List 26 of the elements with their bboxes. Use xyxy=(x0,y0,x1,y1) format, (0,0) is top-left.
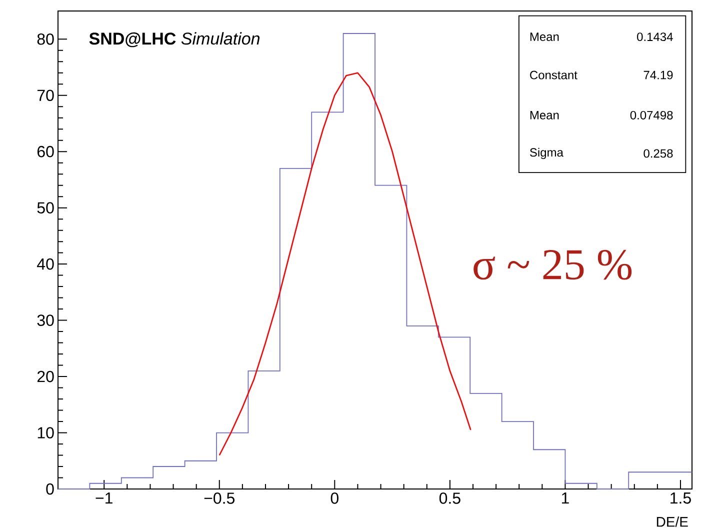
annotation: Constant xyxy=(530,70,578,80)
annotation: Sigma xyxy=(530,148,564,160)
y-tick-label: 20 xyxy=(37,370,54,382)
y-tick-label: 10 xyxy=(38,427,54,438)
y-tick-label: 30 xyxy=(37,314,54,326)
x-tick-label: 1.5 xyxy=(670,492,691,504)
text: SND@LHC Simulation xyxy=(89,32,260,48)
x-tick-label: −1 xyxy=(96,492,112,504)
annotation: 0.1434 xyxy=(637,32,673,42)
annotation: 0.07498 xyxy=(630,110,673,120)
x-tick-label: −0.5 xyxy=(204,492,234,504)
y-tick-label: 40 xyxy=(37,258,54,270)
x-axis-title: DE/E xyxy=(656,516,688,527)
annotation: Mean xyxy=(530,32,559,41)
annotation: Mean xyxy=(530,111,559,120)
y-tick-label: 80 xyxy=(37,33,54,45)
y-tick-label: 70 xyxy=(37,90,54,102)
y-tick-label: 60 xyxy=(37,146,54,158)
x-tick-label: 0.5 xyxy=(439,492,460,504)
x-tick-label: 1 xyxy=(562,492,569,504)
annotation: 0.258 xyxy=(644,149,673,158)
annotation: 74.19 xyxy=(644,70,673,80)
x-tick-label: 0 xyxy=(330,492,338,504)
y-tick-label: 0 xyxy=(46,483,54,495)
y-tick-label: 50 xyxy=(37,202,54,214)
annotation: σ ~ 25 % xyxy=(474,250,632,280)
